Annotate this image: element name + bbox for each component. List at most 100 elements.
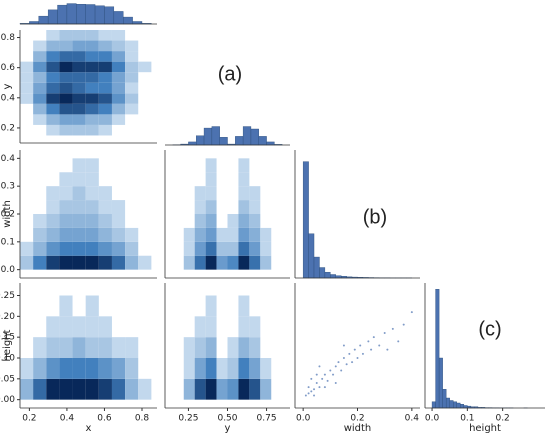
heat-cell bbox=[138, 378, 152, 400]
heat-cell bbox=[46, 40, 60, 52]
heat-cell bbox=[46, 337, 60, 358]
heat-cell bbox=[125, 61, 139, 73]
heat-cell bbox=[125, 72, 139, 83]
y-tick-label: 0.20 bbox=[0, 312, 15, 322]
heat-cell bbox=[46, 51, 60, 62]
heat-cell bbox=[138, 61, 152, 73]
x-tick-label: 0.0 bbox=[425, 414, 440, 424]
heat-cell bbox=[46, 378, 60, 400]
heat-cell bbox=[216, 255, 228, 270]
heat-cell bbox=[125, 241, 139, 256]
bar bbox=[313, 256, 320, 279]
heat-cell bbox=[138, 255, 152, 270]
y-tick-label: 0.05 bbox=[0, 374, 15, 384]
heat-cell bbox=[59, 358, 73, 379]
point bbox=[361, 352, 364, 355]
y-axis-label: width bbox=[2, 200, 13, 228]
heat-cell bbox=[111, 241, 126, 256]
heat-cell bbox=[72, 172, 86, 187]
heat-cell bbox=[111, 93, 126, 104]
heat-cell bbox=[111, 114, 126, 125]
bar bbox=[266, 141, 275, 146]
bar bbox=[196, 135, 205, 146]
heat-cell bbox=[72, 114, 86, 125]
heat-cell bbox=[85, 72, 99, 83]
point bbox=[386, 348, 389, 351]
heat-cell bbox=[59, 241, 73, 256]
heat-cell bbox=[33, 93, 47, 104]
heat-cell bbox=[98, 40, 112, 52]
y-tick-label: 0.10 bbox=[0, 354, 15, 364]
heat-cell bbox=[216, 241, 228, 256]
heat-cell bbox=[238, 158, 250, 173]
heat-cell bbox=[249, 200, 261, 214]
y-axis-label: y bbox=[2, 83, 13, 89]
heat-cell bbox=[20, 255, 34, 270]
heat-cell bbox=[33, 40, 47, 52]
bar bbox=[445, 397, 450, 409]
heat-cell bbox=[46, 82, 60, 94]
point bbox=[391, 327, 394, 330]
heat-cell bbox=[59, 200, 73, 214]
heat-cell bbox=[238, 358, 250, 379]
heat-cell bbox=[216, 358, 228, 379]
bar bbox=[113, 11, 124, 25]
x-tick-label: 0.4 bbox=[60, 414, 75, 424]
heat-cell bbox=[46, 358, 60, 379]
heat-cell bbox=[85, 214, 99, 228]
heat-cell bbox=[72, 358, 86, 379]
bar bbox=[330, 274, 336, 279]
heat-cell bbox=[72, 72, 86, 83]
heat-cell bbox=[249, 241, 261, 256]
bar bbox=[123, 16, 133, 25]
heat-cell bbox=[72, 51, 86, 62]
point bbox=[307, 392, 310, 395]
heat-cell bbox=[194, 255, 206, 270]
point bbox=[383, 332, 386, 334]
heat-cell bbox=[98, 200, 112, 214]
heat-cell bbox=[20, 72, 34, 83]
heat-cell bbox=[59, 30, 73, 41]
heat-cell bbox=[59, 316, 73, 338]
heat-cell bbox=[98, 378, 112, 400]
heat-cell bbox=[59, 93, 73, 104]
heat-cell bbox=[46, 103, 60, 115]
x-tick-label: 0.50 bbox=[217, 414, 237, 424]
heat-cell bbox=[249, 186, 261, 201]
heat-cell bbox=[205, 358, 217, 379]
bar bbox=[453, 401, 457, 409]
heat-cell bbox=[59, 51, 73, 62]
x-axis-label: y bbox=[225, 423, 231, 434]
point bbox=[323, 373, 326, 376]
heat-cell bbox=[59, 124, 73, 136]
heat-cell bbox=[85, 172, 99, 187]
bar bbox=[449, 400, 454, 409]
point bbox=[356, 357, 359, 359]
heat-cell bbox=[59, 295, 73, 317]
bar bbox=[302, 161, 309, 279]
heat-cell bbox=[85, 316, 99, 338]
point bbox=[315, 373, 318, 376]
bar bbox=[66, 3, 77, 25]
heat-cell bbox=[260, 358, 272, 379]
heat-cell bbox=[205, 316, 217, 338]
y-tick-label: 0.25 bbox=[0, 291, 15, 301]
heat-cell bbox=[85, 378, 99, 400]
bar bbox=[76, 3, 86, 25]
heat-cell bbox=[183, 241, 195, 256]
heat-cell bbox=[238, 214, 250, 228]
heat-cell bbox=[111, 72, 126, 83]
heat-cell bbox=[125, 103, 139, 115]
bar bbox=[250, 128, 259, 146]
heat-cell bbox=[33, 72, 47, 83]
heat-cell bbox=[125, 82, 139, 94]
point bbox=[342, 357, 345, 359]
heat-cell bbox=[205, 255, 217, 270]
point bbox=[410, 311, 413, 314]
heat-cell bbox=[183, 337, 195, 358]
point bbox=[329, 369, 332, 372]
y-tick-label: 0.00 bbox=[0, 395, 15, 405]
heat-cell bbox=[85, 186, 99, 201]
bar bbox=[435, 289, 440, 409]
heat-cell bbox=[260, 255, 272, 270]
